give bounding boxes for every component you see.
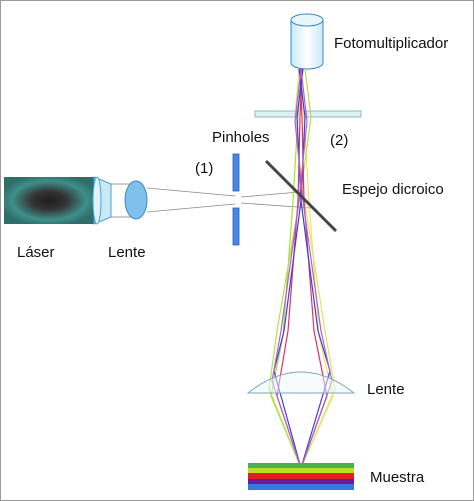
pinhole-1 (232, 153, 240, 246)
photomultiplier-label: Fotomultiplicador (334, 35, 448, 52)
objective-lens (246, 371, 356, 394)
photomultiplier-tube (290, 13, 324, 70)
dichroic-mirror-label: Espejo dicroico (342, 181, 444, 198)
laser-source (4, 176, 112, 225)
laser-beam (111, 183, 133, 218)
emission-rays (268, 68, 336, 469)
pinhole-2 (254, 110, 362, 118)
laser-aperture-rim (92, 176, 102, 225)
pinhole-1-label: (1) (195, 160, 213, 177)
pinhole-2-label: (2) (330, 132, 348, 149)
illumination-beam (146, 187, 312, 213)
dichroic-mirror (264, 159, 338, 233)
laser-body (4, 177, 94, 224)
pinholes-label: Pinholes (212, 129, 270, 146)
sample-label: Muestra (370, 469, 425, 486)
objective-lens-label: Lente (367, 381, 405, 398)
lens-left-label: Lente (108, 244, 146, 261)
focusing-lens (124, 180, 148, 220)
laser-label: Láser (17, 244, 55, 261)
sample-stack (248, 463, 354, 490)
